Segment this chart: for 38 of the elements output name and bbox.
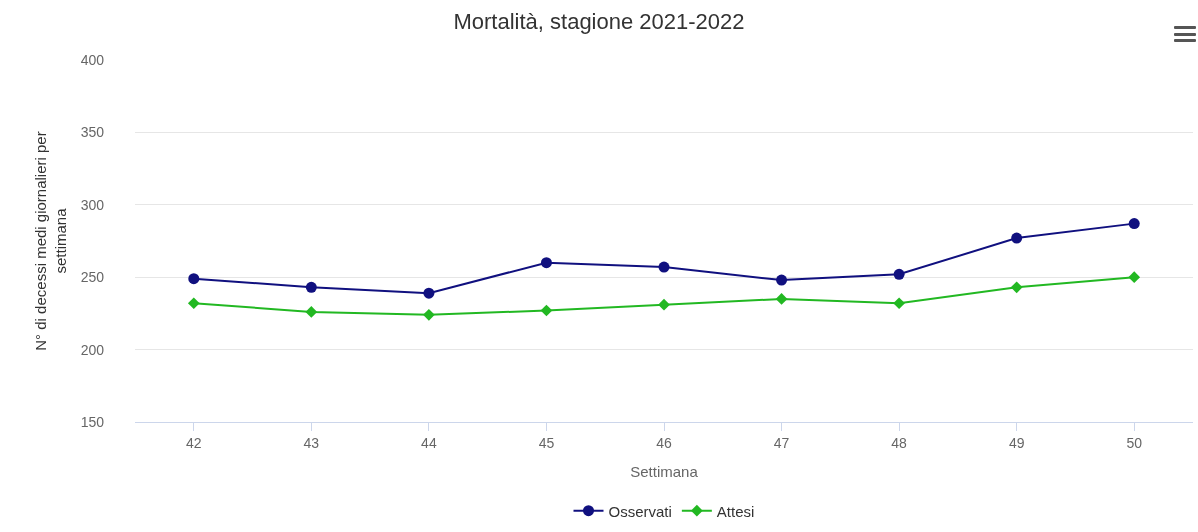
y-axis-title: N° di decessi medi giornalieri per settimana <box>32 131 69 351</box>
x-tick-label: 45 <box>538 434 555 451</box>
point <box>658 261 670 273</box>
point <box>423 287 435 299</box>
x-tick-label: 42 <box>185 434 202 451</box>
legend-label: Osservati <box>608 502 672 520</box>
point <box>540 257 552 269</box>
legend-label: Attesi <box>716 502 755 520</box>
point <box>305 281 317 293</box>
y-tick-label: 350 <box>80 124 105 141</box>
point <box>776 274 788 286</box>
point <box>423 309 435 321</box>
x-tick-label: 49 <box>1008 434 1025 451</box>
point <box>658 298 670 311</box>
point <box>187 297 200 310</box>
x-tick-label: 47 <box>773 434 790 451</box>
point <box>305 306 318 318</box>
x-tick-label: 43 <box>303 434 320 451</box>
y-tick-label: 400 <box>80 51 105 68</box>
point <box>1128 271 1141 284</box>
point <box>1128 218 1140 230</box>
point <box>188 273 200 285</box>
x-tick-label: 46 <box>656 434 672 451</box>
point <box>893 297 905 310</box>
point <box>775 293 788 305</box>
y-tick-label: 150 <box>80 413 105 430</box>
chart-title: Mortalità, stagione 2021-2022 <box>453 8 745 34</box>
point <box>1010 281 1023 294</box>
x-tick-label: 44 <box>421 434 437 451</box>
point <box>893 268 905 280</box>
x-tick-label: 48 <box>891 434 908 451</box>
y-tick-label: 300 <box>80 196 105 213</box>
x-axis-title: Settimana <box>630 463 699 480</box>
x-tick-label: 50 <box>1126 434 1143 451</box>
y-tick-label: 250 <box>80 269 105 286</box>
point <box>540 304 553 317</box>
y-tick-label: 200 <box>80 341 105 358</box>
point <box>1011 232 1023 244</box>
